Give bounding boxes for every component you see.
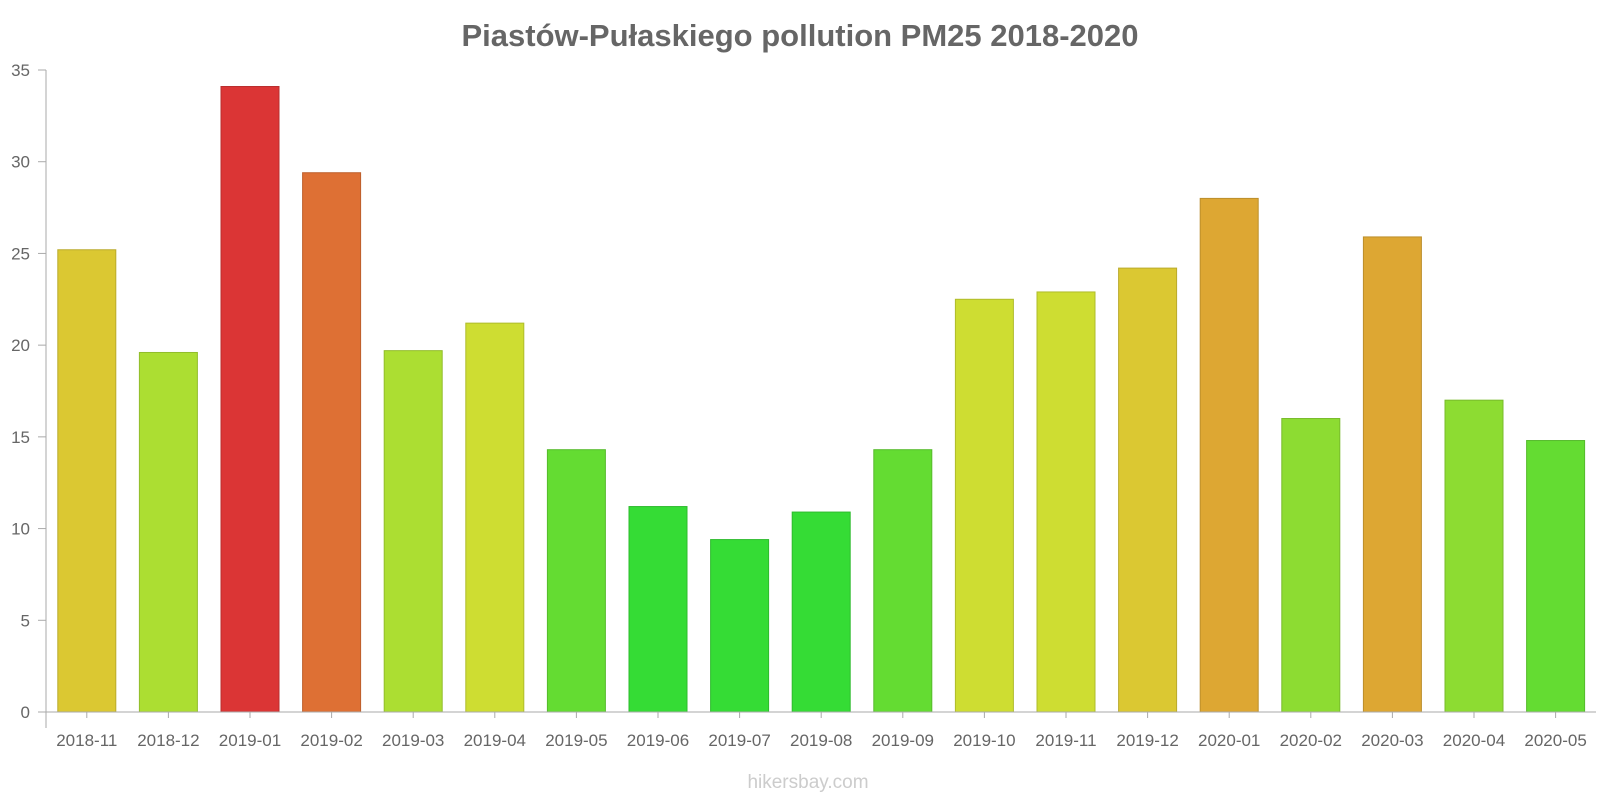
x-tick-label: 2020-04 <box>1443 731 1505 750</box>
x-tick-label: 2019-03 <box>382 731 444 750</box>
bar-2019-07 <box>710 539 770 713</box>
y-tick-label: 0 <box>21 703 30 722</box>
x-tick-label: 2019-05 <box>545 731 607 750</box>
y-tick-label: 20 <box>11 336 30 355</box>
x-tick-label: 2019-11 <box>1035 731 1096 750</box>
y-tick-label: 30 <box>11 153 30 172</box>
bar-2019-08 <box>791 511 851 713</box>
y-tick-label: 15 <box>11 428 30 447</box>
x-tick-label: 2020-01 <box>1198 731 1260 750</box>
y-tick-label: 25 <box>11 244 30 263</box>
bar-2019-04 <box>465 322 525 713</box>
bar-2018-12 <box>138 351 198 713</box>
x-tick-label: 2019-12 <box>1116 731 1178 750</box>
x-tick-label: 2019-10 <box>953 731 1015 750</box>
bar-2019-11 <box>1036 291 1096 713</box>
bar-2020-05 <box>1526 440 1586 713</box>
bar-2019-10 <box>954 298 1014 713</box>
bar-2019-02 <box>302 172 362 713</box>
bar-2020-04 <box>1444 399 1504 713</box>
x-tick-label: 2018-12 <box>137 731 199 750</box>
x-tick-label: 2019-09 <box>872 731 934 750</box>
x-axis: 2018-11 2018-12 2019-01 2019-02 2019-03 2019-… <box>46 711 1596 750</box>
y-tick-label: 5 <box>21 611 30 630</box>
x-tick-label: 2019-04 <box>464 731 526 750</box>
x-tick-label: 2018-11 <box>56 731 117 750</box>
bar-2019-03 <box>383 350 443 713</box>
bar-2020-03 <box>1362 236 1422 713</box>
x-tick-label: 2019-08 <box>790 731 852 750</box>
x-tick-label: 2019-01 <box>219 731 281 750</box>
bar-2019-05 <box>546 449 606 713</box>
x-tick-label: 2020-02 <box>1280 731 1342 750</box>
x-tick-label: 2020-05 <box>1524 731 1586 750</box>
bar-2020-02 <box>1281 418 1341 713</box>
y-tick-label: 35 <box>11 61 30 80</box>
y-axis: 0 5 10 15 20 25 30 35 <box>11 61 47 728</box>
chart-title: Piastów-Pułaskiego pollution PM25 2018-2… <box>461 18 1138 53</box>
watermark: hikersbay.com <box>747 772 868 793</box>
y-tick-label: 10 <box>11 520 30 539</box>
x-tick-label: 2019-06 <box>627 731 689 750</box>
bar-2018-11 <box>57 249 117 713</box>
bars <box>57 86 1586 713</box>
x-tick-label: 2019-07 <box>708 731 770 750</box>
x-tick-label: 2020-03 <box>1361 731 1423 750</box>
bar-2019-01 <box>220 86 280 713</box>
x-tick-label: 2019-02 <box>300 731 362 750</box>
bar-2019-06 <box>628 506 688 713</box>
bar-2019-12 <box>1118 267 1178 713</box>
bar-2020-01 <box>1199 197 1259 713</box>
bar-2019-09 <box>873 449 933 713</box>
